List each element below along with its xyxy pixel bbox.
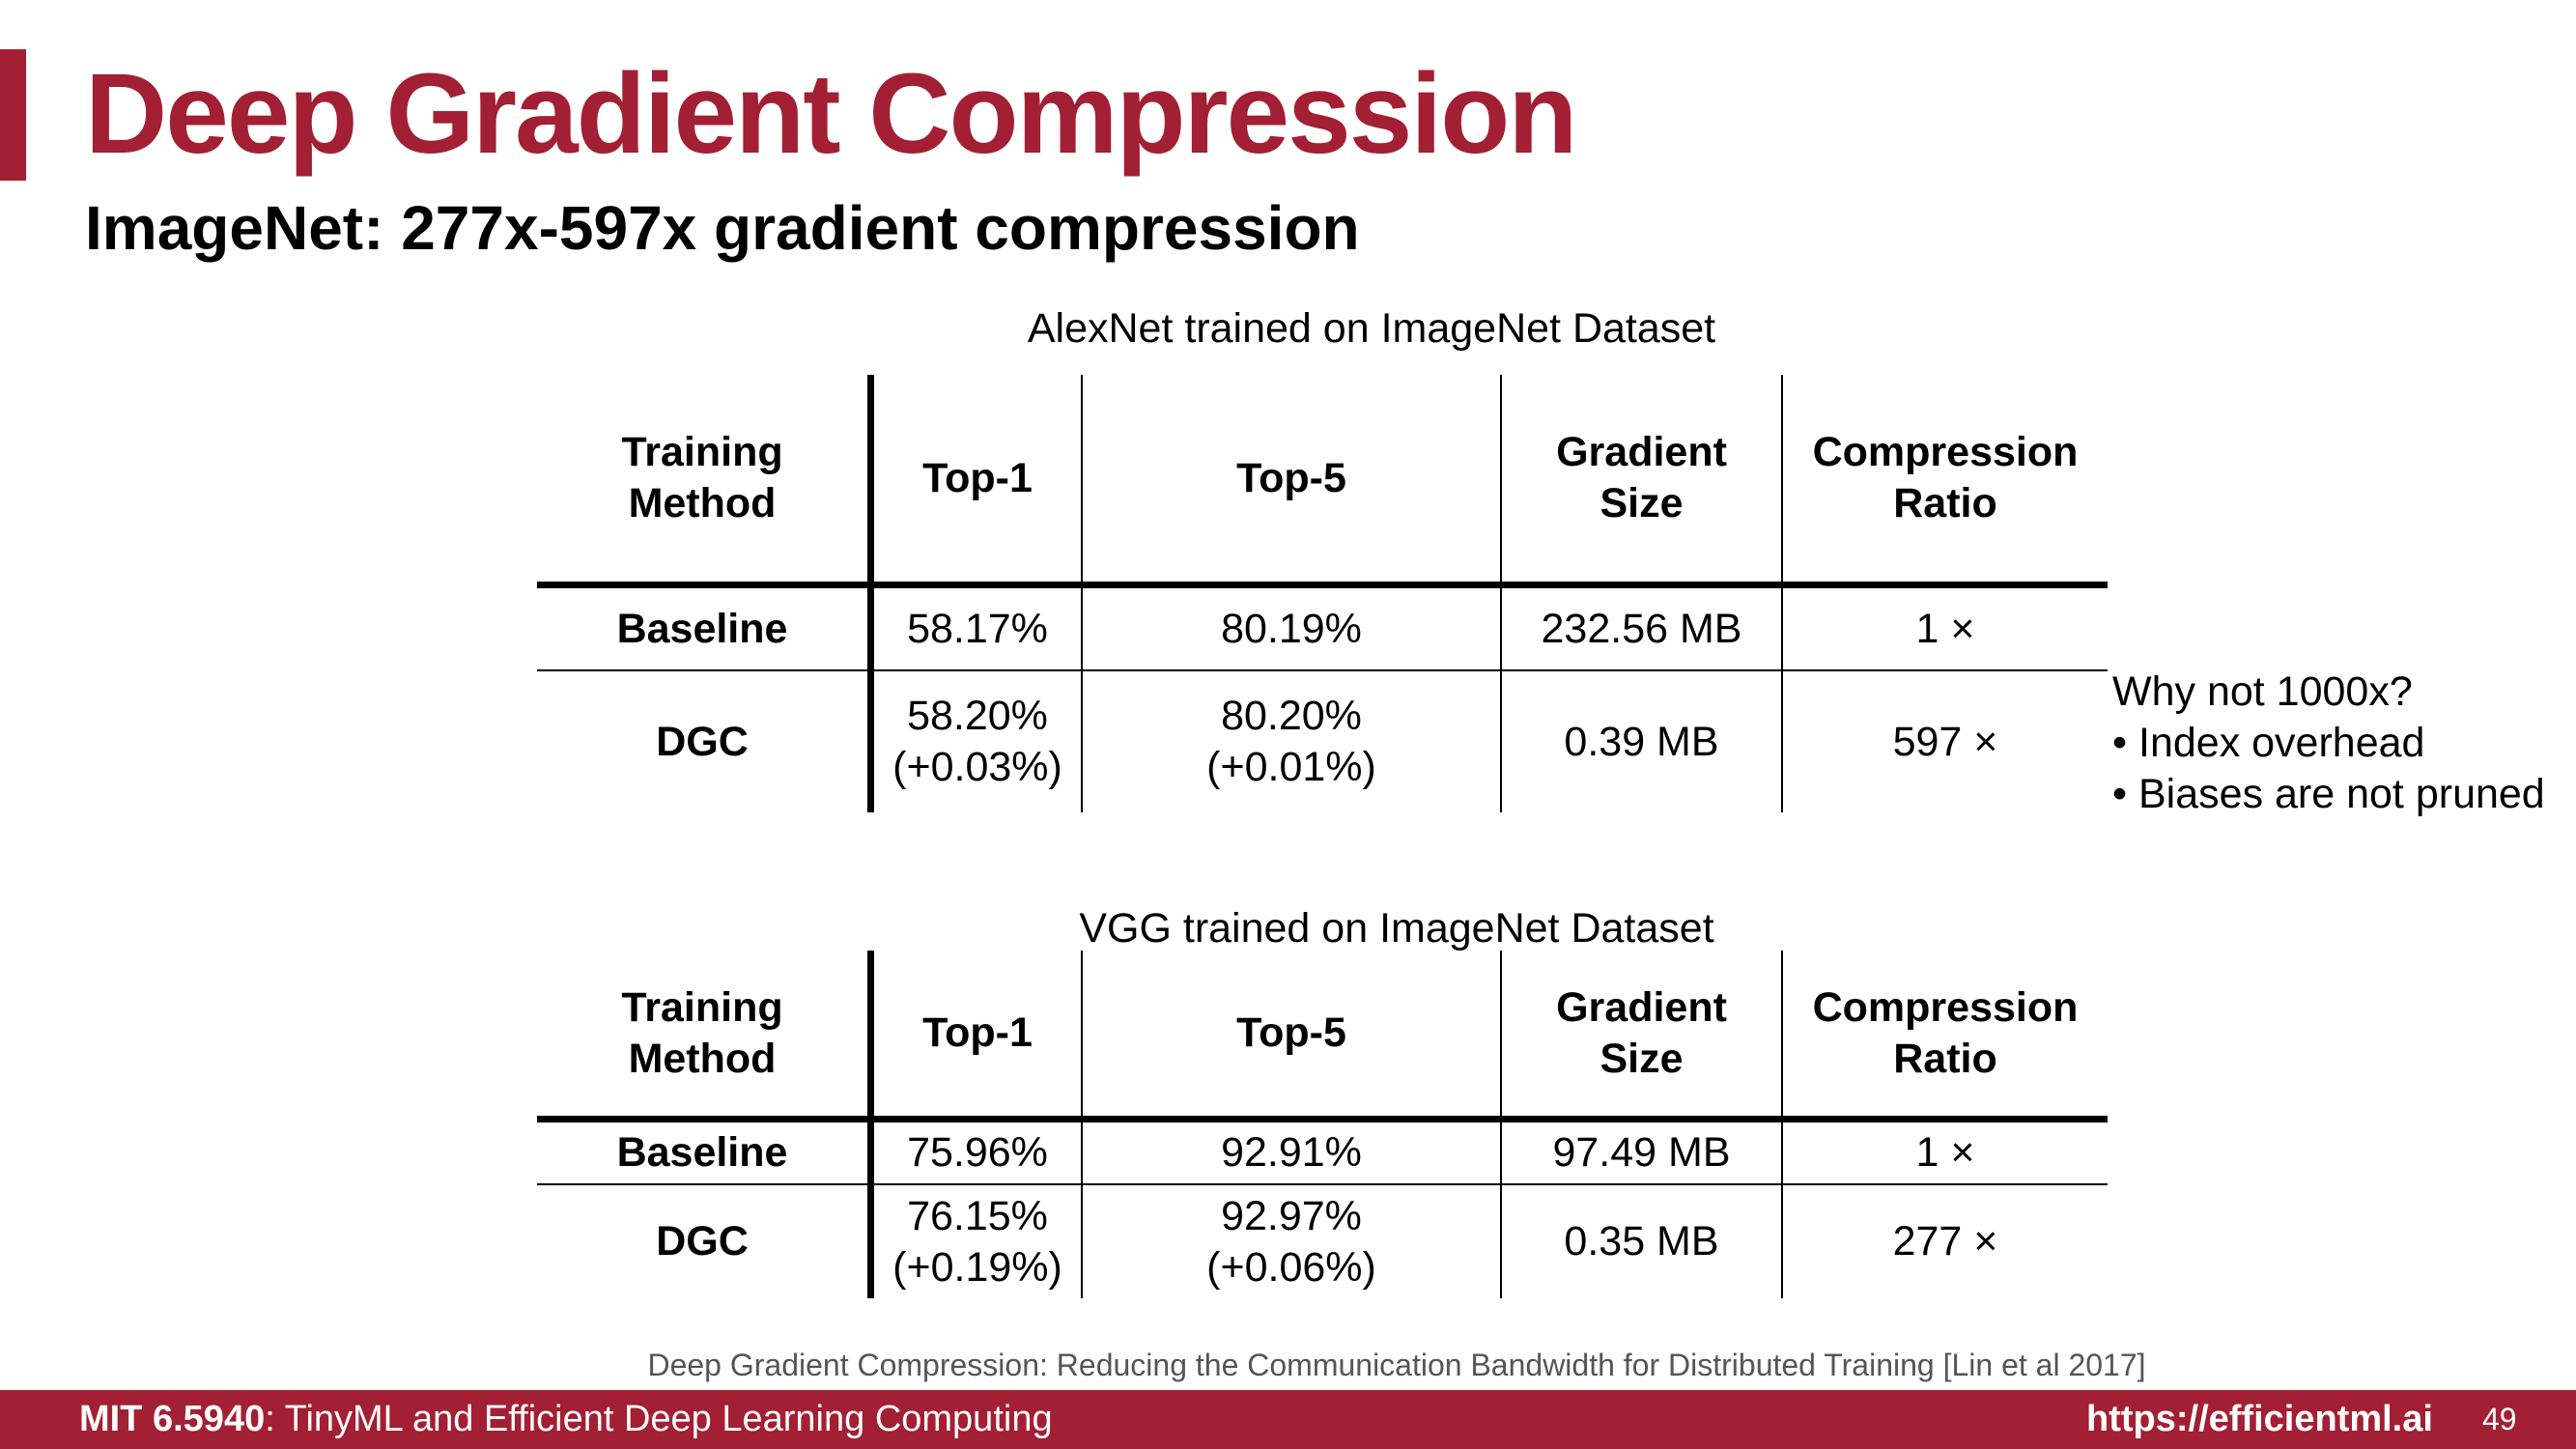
alexnet-table-caption: AlexNet trained on ImageNet Dataset: [1027, 305, 1716, 352]
paper-citation: Deep Gradient Compression: Reducing the …: [647, 1348, 2146, 1382]
method-cell: Baseline: [537, 1119, 871, 1185]
top5-cell: 92.91%: [1081, 1119, 1501, 1185]
top5-cell: 92.97% (+0.06%): [1081, 1184, 1501, 1298]
course-url-link[interactable]: https://efficientml.ai: [2086, 1399, 2433, 1439]
top5-cell: 80.20% (+0.01%): [1081, 670, 1501, 812]
table-row: DGC 58.20% (+0.03%) 80.20% (+0.01%) 0.39…: [537, 670, 2108, 812]
top1-cell: 58.20% (+0.03%): [867, 670, 1082, 812]
header-top1: Top-1: [867, 375, 1082, 588]
note-bullet: • Biases are not pruned: [2112, 771, 2545, 817]
top1-cell: 58.17%: [867, 584, 1082, 671]
title-accent-bar: [0, 49, 26, 181]
top1-value: 76.15%: [907, 1192, 1048, 1239]
compression-ratio-cell: 1 ×: [1781, 1119, 2108, 1185]
table-header-row: Training Method Top-1 Top-5 Gradient Siz…: [537, 375, 2108, 588]
header-training-method: Training Method: [537, 951, 871, 1122]
gradient-size-cell: 232.56 MB: [1500, 584, 1782, 671]
header-compression-ratio: Compression Ratio: [1781, 951, 2108, 1122]
gradient-size-cell: 0.39 MB: [1500, 670, 1782, 812]
header-gradient-size: Gradient Size: [1500, 951, 1782, 1122]
top1-cell: 76.15% (+0.19%): [867, 1184, 1082, 1298]
footer-bar: MIT 6.5940: TinyML and Efficient Deep Le…: [0, 1390, 2576, 1449]
top1-delta: (+0.03%): [892, 744, 1062, 790]
side-note: Why not 1000x? • Index overhead • Biases…: [2112, 667, 2545, 820]
gradient-size-cell: 97.49 MB: [1500, 1119, 1782, 1185]
top1-delta: (+0.19%): [892, 1243, 1062, 1291]
top5-delta: (+0.06%): [1206, 1243, 1376, 1291]
slide-subtitle: ImageNet: 277x-597x gradient compression: [85, 193, 1360, 263]
slide-title: Deep Gradient Compression: [85, 50, 1577, 178]
compression-ratio-cell: 277 ×: [1781, 1184, 2108, 1298]
table-header-row: Training Method Top-1 Top-5 Gradient Siz…: [537, 951, 2108, 1122]
compression-ratio-cell: 597 ×: [1781, 670, 2108, 812]
course-code: MIT 6.5940: [79, 1399, 266, 1439]
header-top1: Top-1: [867, 951, 1082, 1122]
top5-cell: 80.19%: [1081, 584, 1501, 671]
header-top5: Top-5: [1081, 951, 1501, 1122]
table-row: Baseline 58.17% 80.19% 232.56 MB 1 ×: [537, 584, 2108, 671]
table-row: DGC 76.15% (+0.19%) 92.97% (+0.06%) 0.35…: [537, 1184, 2108, 1298]
method-cell: DGC: [656, 1218, 749, 1264]
table-row: Baseline 75.96% 92.91% 97.49 MB 1 ×: [537, 1119, 2108, 1185]
top5-value: 80.20%: [1221, 693, 1362, 739]
course-title: MIT 6.5940: TinyML and Efficient Deep Le…: [79, 1390, 1053, 1449]
method-cell: Baseline: [537, 584, 871, 671]
note-bullet: • Index overhead: [2112, 720, 2425, 766]
top5-value: 92.97%: [1221, 1192, 1362, 1239]
note-heading: Why not 1000x?: [2112, 668, 2413, 715]
gradient-size-cell: 0.35 MB: [1500, 1184, 1782, 1298]
top1-value: 58.20%: [907, 693, 1048, 739]
vgg-results-table: Training Method Top-1 Top-5 Gradient Siz…: [537, 951, 2108, 1298]
vgg-table-caption: VGG trained on ImageNet Dataset: [1079, 905, 1714, 952]
top1-cell: 75.96%: [867, 1119, 1082, 1185]
header-gradient-size: Gradient Size: [1500, 375, 1782, 588]
header-training-method: Training Method: [537, 375, 871, 588]
header-compression-ratio: Compression Ratio: [1781, 375, 2108, 588]
header-top5: Top-5: [1081, 375, 1501, 588]
page-number: 49: [2482, 1402, 2517, 1436]
alexnet-results-table: Training Method Top-1 Top-5 Gradient Siz…: [537, 375, 2108, 812]
compression-ratio-cell: 1 ×: [1781, 584, 2108, 671]
top5-delta: (+0.01%): [1206, 744, 1376, 790]
course-name: : TinyML and Efficient Deep Learning Com…: [265, 1399, 1053, 1439]
method-cell: DGC: [656, 718, 749, 765]
